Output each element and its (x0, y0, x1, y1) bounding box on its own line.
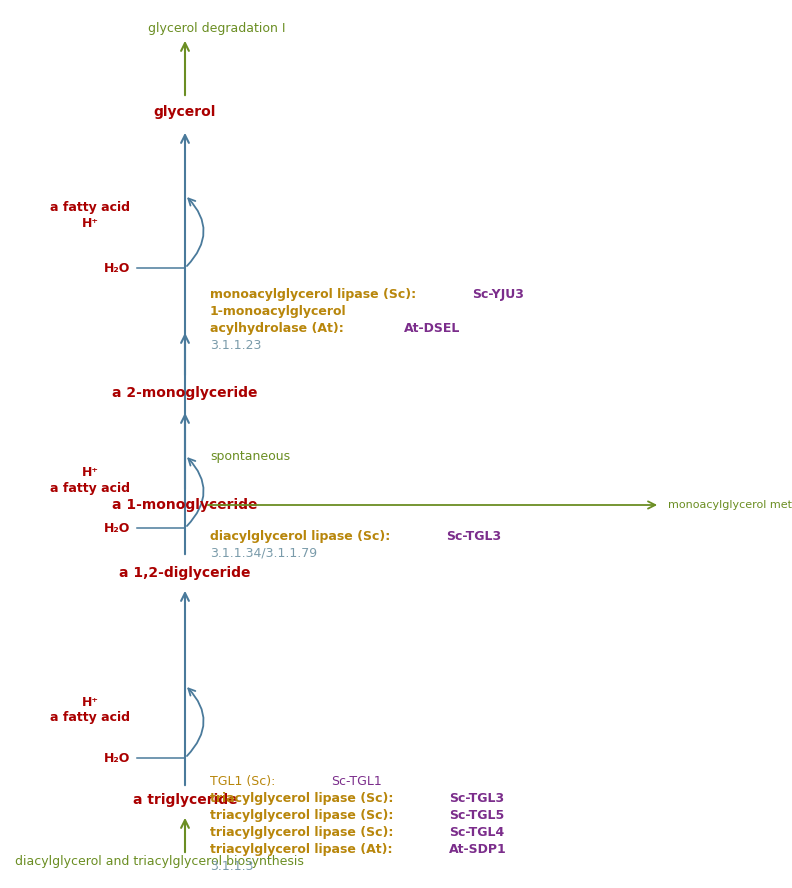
Text: Sc-TGL3: Sc-TGL3 (447, 530, 501, 543)
Text: H⁺: H⁺ (82, 217, 98, 229)
Text: Sc-TGL4: Sc-TGL4 (450, 826, 505, 839)
Text: Sc-YJU3: Sc-YJU3 (472, 288, 524, 301)
Text: H₂O: H₂O (104, 521, 130, 535)
Text: monoacylglycerol metabolism (yeast): monoacylglycerol metabolism (yeast) (668, 500, 792, 510)
Text: monoacylglycerol lipase (Sc):: monoacylglycerol lipase (Sc): (210, 288, 421, 301)
Text: 3.1.1.3: 3.1.1.3 (210, 860, 253, 873)
Text: H⁺: H⁺ (82, 465, 98, 479)
Text: diacylglycerol and triacylglycerol biosynthesis: diacylglycerol and triacylglycerol biosy… (15, 855, 304, 868)
Text: spontaneous: spontaneous (210, 450, 290, 463)
Text: At-DSEL: At-DSEL (404, 322, 461, 335)
Text: 1-monoacylglycerol: 1-monoacylglycerol (210, 305, 347, 318)
Text: a 1,2-diglyceride: a 1,2-diglyceride (120, 566, 251, 580)
Text: H⁺: H⁺ (82, 695, 98, 709)
Text: triacylglycerol lipase (Sc):: triacylglycerol lipase (Sc): (210, 809, 398, 822)
Text: glycerol: glycerol (154, 105, 216, 119)
Text: a triglyceride: a triglyceride (133, 793, 238, 807)
Text: H₂O: H₂O (104, 751, 130, 765)
Text: a fatty acid: a fatty acid (50, 201, 130, 213)
Text: a fatty acid: a fatty acid (50, 711, 130, 725)
Text: a 2-monoglyceride: a 2-monoglyceride (112, 386, 257, 400)
Text: a 1-monoglyceride: a 1-monoglyceride (112, 498, 257, 512)
Text: glycerol degradation I: glycerol degradation I (148, 21, 285, 35)
Text: H₂O: H₂O (104, 261, 130, 274)
Text: Sc-TGL3: Sc-TGL3 (450, 792, 505, 805)
FancyArrowPatch shape (187, 458, 204, 526)
Text: 3.1.1.34/3.1.1.79: 3.1.1.34/3.1.1.79 (210, 547, 317, 560)
Text: triacylglycerol lipase (Sc):: triacylglycerol lipase (Sc): (210, 826, 398, 839)
Text: TGL1 (Sc):: TGL1 (Sc): (210, 775, 280, 788)
Text: diacylglycerol lipase (Sc):: diacylglycerol lipase (Sc): (210, 530, 394, 543)
Text: a fatty acid: a fatty acid (50, 481, 130, 495)
Text: acylhydrolase (At):: acylhydrolase (At): (210, 322, 352, 335)
Text: 3.1.1.23: 3.1.1.23 (210, 339, 261, 352)
Text: Sc-TGL5: Sc-TGL5 (450, 809, 505, 822)
Text: Sc-TGL1: Sc-TGL1 (331, 775, 382, 788)
Text: triacylglycerol lipase (Sc):: triacylglycerol lipase (Sc): (210, 792, 398, 805)
FancyArrowPatch shape (187, 198, 204, 266)
Text: At-SDP1: At-SDP1 (448, 843, 506, 856)
Text: triacylglycerol lipase (At):: triacylglycerol lipase (At): (210, 843, 397, 856)
FancyArrowPatch shape (187, 688, 204, 756)
